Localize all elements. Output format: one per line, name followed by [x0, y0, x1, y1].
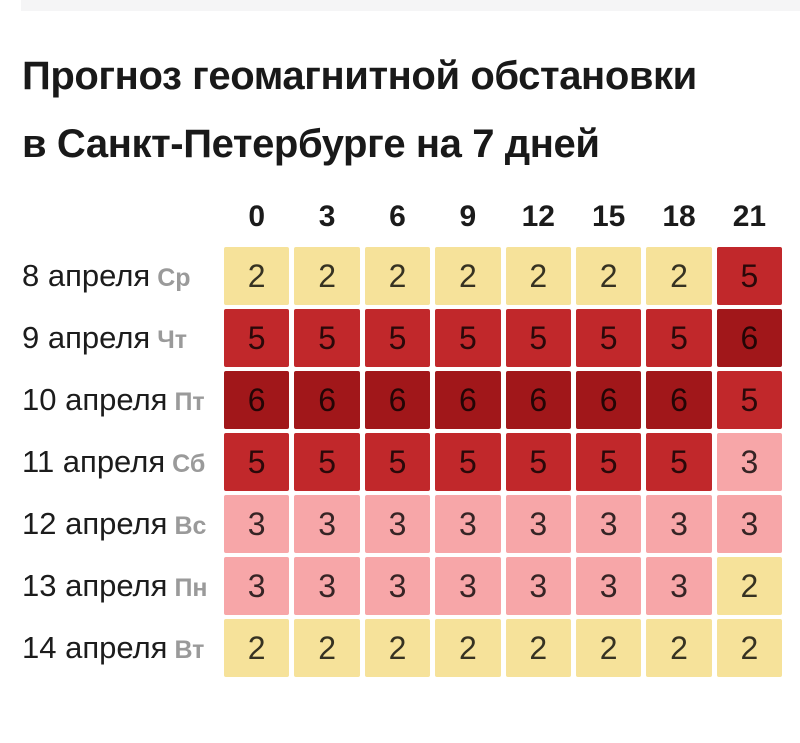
kp-value-cell: 3	[294, 557, 360, 615]
kp-value-cell: 2	[364, 619, 431, 677]
kp-value-cell: 5	[505, 433, 571, 491]
kp-value-cell: 2	[224, 619, 290, 677]
hour-header-6: 6	[389, 200, 406, 233]
row-label: 13 апреля Пн	[22, 557, 219, 615]
hours-header-row: 0 3 6 9 12 15 18 21	[22, 191, 782, 243]
kp-value-cell: 3	[505, 557, 571, 615]
kp-value-cell: 5	[646, 309, 712, 367]
hour-header-3: 3	[318, 200, 336, 233]
kp-value-cell: 3	[646, 557, 712, 615]
row-date: 10 апреля	[22, 382, 168, 417]
kp-value-cell: 6	[294, 371, 360, 429]
row-label: 11 апреля Сб	[22, 433, 219, 491]
kp-value-cell: 6	[505, 371, 571, 429]
row-weekday: Вс	[174, 512, 207, 540]
hour-header-12: 12	[521, 200, 555, 233]
row-date: 13 апреля	[22, 568, 168, 603]
kp-value-cell: 3	[646, 495, 712, 553]
kp-value-cell: 2	[646, 619, 712, 677]
kp-value-cell: 5	[435, 433, 501, 491]
row-label: 10 апреля Пт	[22, 371, 219, 429]
kp-value-cell: 3	[575, 557, 642, 615]
kp-value-cell: 2	[716, 619, 783, 677]
kp-value-cell: 5	[435, 309, 501, 367]
kp-value-cell: 3	[716, 495, 783, 553]
page-title: Прогноз геомагнитной обстановки в Санкт-…	[22, 42, 697, 178]
kp-value-cell: 2	[505, 247, 571, 305]
kp-value-cell: 6	[224, 371, 290, 429]
kp-value-cell: 3	[435, 557, 501, 615]
row-weekday: Пт	[174, 388, 205, 416]
row-weekday: Сб	[172, 450, 206, 478]
kp-value-cell: 2	[646, 247, 712, 305]
kp-value-cell: 5	[505, 309, 571, 367]
kp-value-cell: 3	[294, 495, 360, 553]
row-date: 14 апреля	[22, 630, 168, 665]
kp-value-cell: 2	[364, 247, 431, 305]
row-label: 14 апреля Вт	[22, 619, 219, 677]
kp-value-cell: 3	[364, 557, 431, 615]
kp-value-cell: 6	[716, 309, 783, 367]
kp-value-cell: 5	[294, 309, 360, 367]
row-label: 12 апреля Вс	[22, 495, 219, 553]
row-date: 12 апреля	[22, 506, 168, 541]
row-label: 8 апреля Ср	[22, 247, 219, 305]
kp-value-cell: 5	[364, 309, 431, 367]
kp-value-cell: 5	[716, 371, 783, 429]
kp-value-cell: 2	[435, 247, 501, 305]
kp-value-cell: 6	[364, 371, 431, 429]
row-label: 9 апреля Чт	[22, 309, 219, 367]
kp-value-cell: 3	[505, 495, 571, 553]
page-title-line-2: в Санкт-Петербурге на 7 дней	[22, 122, 600, 166]
kp-value-cell: 5	[575, 433, 642, 491]
kp-value-cell: 5	[716, 247, 783, 305]
kp-value-cell: 5	[224, 309, 290, 367]
kp-value-cell: 2	[505, 619, 571, 677]
kp-value-cell: 3	[716, 433, 783, 491]
kp-value-cell: 2	[294, 247, 360, 305]
row-date: 8 апреля	[22, 258, 151, 293]
top-divider-strip	[21, 0, 800, 11]
kp-value-cell: 5	[224, 433, 290, 491]
kp-value-cell: 2	[575, 247, 642, 305]
kp-value-cell: 2	[294, 619, 360, 677]
kp-value-cell: 3	[575, 495, 642, 553]
kp-value-cell: 2	[575, 619, 642, 677]
row-weekday: Вт	[174, 636, 205, 664]
hour-header-21: 21	[732, 200, 767, 233]
kp-value-cell: 6	[646, 371, 712, 429]
kp-value-cell: 6	[435, 371, 501, 429]
row-date: 9 апреля	[22, 320, 151, 355]
row-weekday: Ср	[157, 264, 191, 292]
kp-value-cell: 2	[224, 247, 290, 305]
row-weekday: Пн	[174, 574, 208, 602]
kp-value-cell: 6	[575, 371, 642, 429]
kp-value-cell: 5	[364, 433, 431, 491]
kp-value-cell: 3	[224, 557, 290, 615]
row-weekday: Чт	[157, 326, 188, 354]
kp-value-cell: 2	[435, 619, 501, 677]
hour-header-15: 15	[591, 200, 626, 233]
page-title-line-1: Прогноз геомагнитной обстановки	[22, 54, 697, 98]
kp-value-cell: 3	[435, 495, 501, 553]
hour-header-0: 0	[248, 200, 266, 233]
kp-value-cell: 5	[575, 309, 642, 367]
row-date: 11 апреля	[22, 444, 166, 479]
kp-value-cell: 3	[224, 495, 290, 553]
kp-value-cell: 5	[294, 433, 360, 491]
kp-value-cell: 3	[364, 495, 431, 553]
kp-value-cell: 2	[716, 557, 783, 615]
hour-header-18: 18	[662, 200, 696, 233]
hour-header-9: 9	[459, 200, 477, 233]
kp-value-cell: 5	[646, 433, 712, 491]
